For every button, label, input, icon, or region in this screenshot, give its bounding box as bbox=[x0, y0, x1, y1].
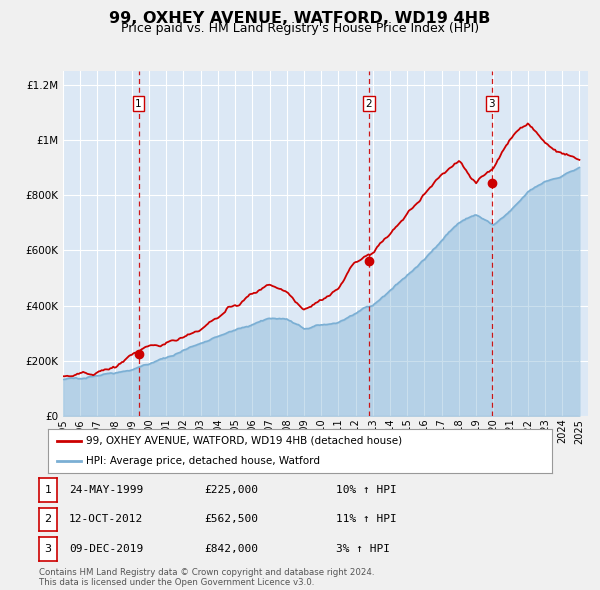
Text: 10% ↑ HPI: 10% ↑ HPI bbox=[336, 485, 397, 495]
Text: £562,500: £562,500 bbox=[204, 514, 258, 525]
Text: 3: 3 bbox=[488, 99, 495, 109]
Text: 2: 2 bbox=[44, 514, 52, 525]
Text: 99, OXHEY AVENUE, WATFORD, WD19 4HB (detached house): 99, OXHEY AVENUE, WATFORD, WD19 4HB (det… bbox=[86, 436, 402, 446]
Text: 11% ↑ HPI: 11% ↑ HPI bbox=[336, 514, 397, 525]
Text: 2: 2 bbox=[366, 99, 373, 109]
Text: Price paid vs. HM Land Registry's House Price Index (HPI): Price paid vs. HM Land Registry's House … bbox=[121, 22, 479, 35]
Text: 12-OCT-2012: 12-OCT-2012 bbox=[69, 514, 143, 525]
Text: 09-DEC-2019: 09-DEC-2019 bbox=[69, 544, 143, 554]
Text: 3% ↑ HPI: 3% ↑ HPI bbox=[336, 544, 390, 554]
Text: HPI: Average price, detached house, Watford: HPI: Average price, detached house, Watf… bbox=[86, 456, 320, 466]
Text: 3: 3 bbox=[44, 544, 52, 554]
Text: £842,000: £842,000 bbox=[204, 544, 258, 554]
Text: 99, OXHEY AVENUE, WATFORD, WD19 4HB: 99, OXHEY AVENUE, WATFORD, WD19 4HB bbox=[109, 11, 491, 25]
Text: £225,000: £225,000 bbox=[204, 485, 258, 495]
Text: Contains HM Land Registry data © Crown copyright and database right 2024.
This d: Contains HM Land Registry data © Crown c… bbox=[39, 568, 374, 587]
Text: 1: 1 bbox=[135, 99, 142, 109]
Text: 24-MAY-1999: 24-MAY-1999 bbox=[69, 485, 143, 495]
Text: 1: 1 bbox=[44, 485, 52, 495]
